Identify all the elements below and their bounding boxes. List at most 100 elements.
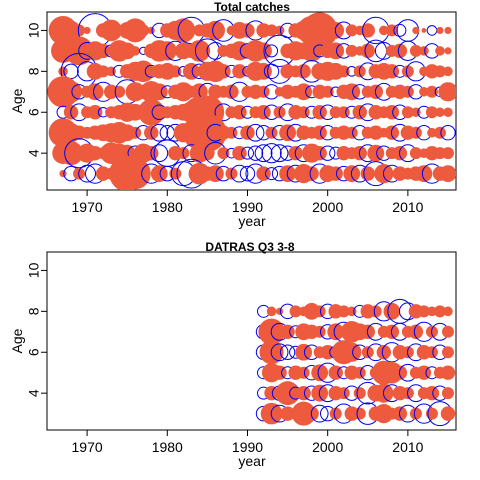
x-axis: 1970 1980 1990 2000 2010 — [72, 190, 424, 215]
plot-frame — [46, 251, 457, 431]
bubble-group — [255, 298, 456, 427]
positive-residual-bubble — [343, 83, 361, 101]
positive-residual-bubble — [443, 107, 453, 118]
positive-residual-bubble — [289, 305, 302, 318]
positive-residual-bubble — [232, 64, 247, 79]
x-tick-label: 1980 — [152, 439, 183, 455]
x-tick-label: 1970 — [72, 199, 103, 215]
positive-residual-bubble — [337, 65, 350, 78]
positive-residual-bubble — [229, 41, 250, 61]
positive-residual-bubble — [444, 47, 452, 55]
positive-residual-bubble — [433, 65, 446, 78]
positive-residual-bubble — [266, 306, 277, 317]
negative-residual-bubble — [310, 404, 329, 423]
positive-residual-bubble — [353, 366, 366, 379]
positive-residual-bubble — [257, 85, 270, 98]
positive-residual-bubble — [123, 18, 148, 43]
positive-residual-bubble — [425, 106, 438, 119]
positive-residual-bubble — [345, 24, 358, 37]
positive-residual-bubble — [379, 25, 389, 36]
positive-residual-bubble — [408, 324, 424, 339]
y-tick-label: 8 — [26, 307, 42, 315]
negative-residual-bubble — [270, 144, 289, 163]
negative-residual-bubble — [270, 343, 289, 362]
y-tick-label: 10 — [26, 262, 42, 278]
bubble-group — [47, 12, 456, 190]
positive-residual-bubble — [412, 26, 420, 35]
positive-residual-bubble — [345, 44, 358, 57]
positive-residual-bubble — [264, 385, 279, 401]
positive-residual-bubble — [59, 170, 67, 178]
positive-residual-bubble — [435, 107, 445, 118]
positive-residual-bubble — [327, 42, 345, 60]
positive-residual-bubble — [441, 147, 454, 160]
positive-residual-bubble — [360, 166, 375, 181]
positive-residual-bubble — [130, 46, 141, 56]
positive-residual-bubble — [274, 25, 285, 36]
positive-residual-bubble — [383, 302, 401, 320]
x-tick-label: 2000 — [312, 439, 343, 455]
positive-residual-bubble — [113, 85, 126, 98]
positive-residual-bubble — [275, 307, 284, 315]
positive-residual-bubble — [312, 145, 327, 161]
y-tick-label: 10 — [26, 22, 42, 38]
negative-residual-bubble — [263, 63, 280, 80]
negative-residual-bubble — [261, 143, 282, 164]
positive-residual-bubble — [369, 305, 382, 318]
y-axis: 4 6 8 10 — [26, 22, 47, 157]
positive-residual-bubble — [425, 85, 438, 98]
positive-residual-bubble — [275, 381, 300, 406]
positive-residual-bubble — [337, 387, 350, 400]
negative-residual-bubble — [150, 123, 169, 142]
positive-residual-bubble — [376, 345, 392, 360]
positive-residual-bubble — [296, 385, 311, 401]
positive-residual-bubble — [409, 44, 422, 57]
positive-residual-bubble — [300, 40, 323, 62]
positive-residual-bubble — [438, 82, 456, 102]
positive-residual-bubble — [439, 165, 456, 183]
positive-residual-bubble — [409, 407, 422, 420]
positive-residual-bubble — [353, 407, 366, 420]
positive-residual-bubble — [345, 126, 358, 139]
positive-residual-bubble — [409, 147, 422, 160]
negative-residual-bubble — [426, 25, 438, 36]
positive-residual-bubble — [401, 65, 414, 78]
plot-frame — [46, 11, 457, 191]
negative-residual-bubble — [319, 145, 336, 161]
positive-residual-bubble — [97, 65, 110, 78]
panel-total-catches: Total catches 1970 1980 1990 2000 2010 4 6 8 10… — [9, 0, 457, 229]
positive-residual-bubble — [313, 325, 326, 338]
negative-residual-bubble — [254, 144, 273, 163]
negative-residual-bubble — [240, 146, 254, 160]
positive-residual-bubble — [409, 126, 422, 139]
y-tick-label: 4 — [26, 149, 42, 157]
positive-residual-bubble — [205, 20, 226, 41]
positive-residual-bubble — [256, 105, 271, 120]
positive-residual-bubble — [157, 41, 177, 61]
positive-residual-bubble — [304, 166, 319, 181]
positive-residual-bubble — [440, 365, 456, 380]
positive-residual-bubble — [327, 323, 345, 341]
positive-residual-bubble — [87, 105, 103, 120]
positive-residual-bubble — [297, 366, 310, 379]
x-tick-label: 1990 — [232, 199, 263, 215]
positive-residual-bubble — [83, 26, 91, 35]
positive-residual-bubble — [240, 23, 255, 38]
positive-residual-bubble — [136, 166, 151, 181]
positive-residual-bubble — [119, 158, 151, 190]
negative-residual-bubble — [440, 125, 456, 141]
positive-residual-bubble — [444, 26, 452, 35]
positive-residual-bubble — [433, 305, 446, 318]
positive-residual-bubble — [58, 66, 68, 77]
positive-residual-bubble — [312, 105, 327, 120]
positive-residual-bubble — [86, 83, 104, 101]
positive-residual-bubble — [427, 306, 437, 317]
positive-residual-bubble — [392, 43, 408, 59]
panel-title: Total catches — [214, 0, 290, 14]
positive-residual-bubble — [433, 126, 446, 139]
positive-residual-bubble — [342, 342, 362, 362]
positive-residual-bubble — [425, 346, 438, 359]
positive-residual-bubble — [73, 24, 86, 37]
positive-residual-bubble — [296, 64, 311, 79]
negative-residual-bubble — [265, 167, 279, 181]
